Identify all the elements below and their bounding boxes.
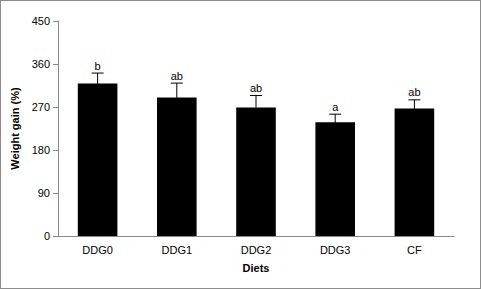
svg-text:90: 90 — [38, 187, 50, 199]
svg-text:DDG0: DDG0 — [82, 244, 113, 256]
svg-text:b: b — [95, 60, 101, 72]
svg-text:ab: ab — [250, 82, 262, 94]
svg-text:360: 360 — [32, 58, 50, 70]
svg-text:Diets: Diets — [243, 262, 270, 274]
svg-text:DDG2: DDG2 — [241, 244, 272, 256]
svg-text:450: 450 — [32, 15, 50, 27]
svg-text:ab: ab — [171, 70, 183, 82]
svg-text:270: 270 — [32, 101, 50, 113]
svg-text:180: 180 — [32, 144, 50, 156]
svg-text:Weight gain (%): Weight gain (%) — [9, 87, 21, 170]
svg-text:CF: CF — [407, 244, 422, 256]
svg-text:ab: ab — [408, 86, 420, 98]
svg-text:0: 0 — [44, 230, 50, 242]
svg-text:DDG3: DDG3 — [320, 244, 351, 256]
svg-text:a: a — [332, 101, 339, 113]
svg-text:DDG1: DDG1 — [162, 244, 193, 256]
